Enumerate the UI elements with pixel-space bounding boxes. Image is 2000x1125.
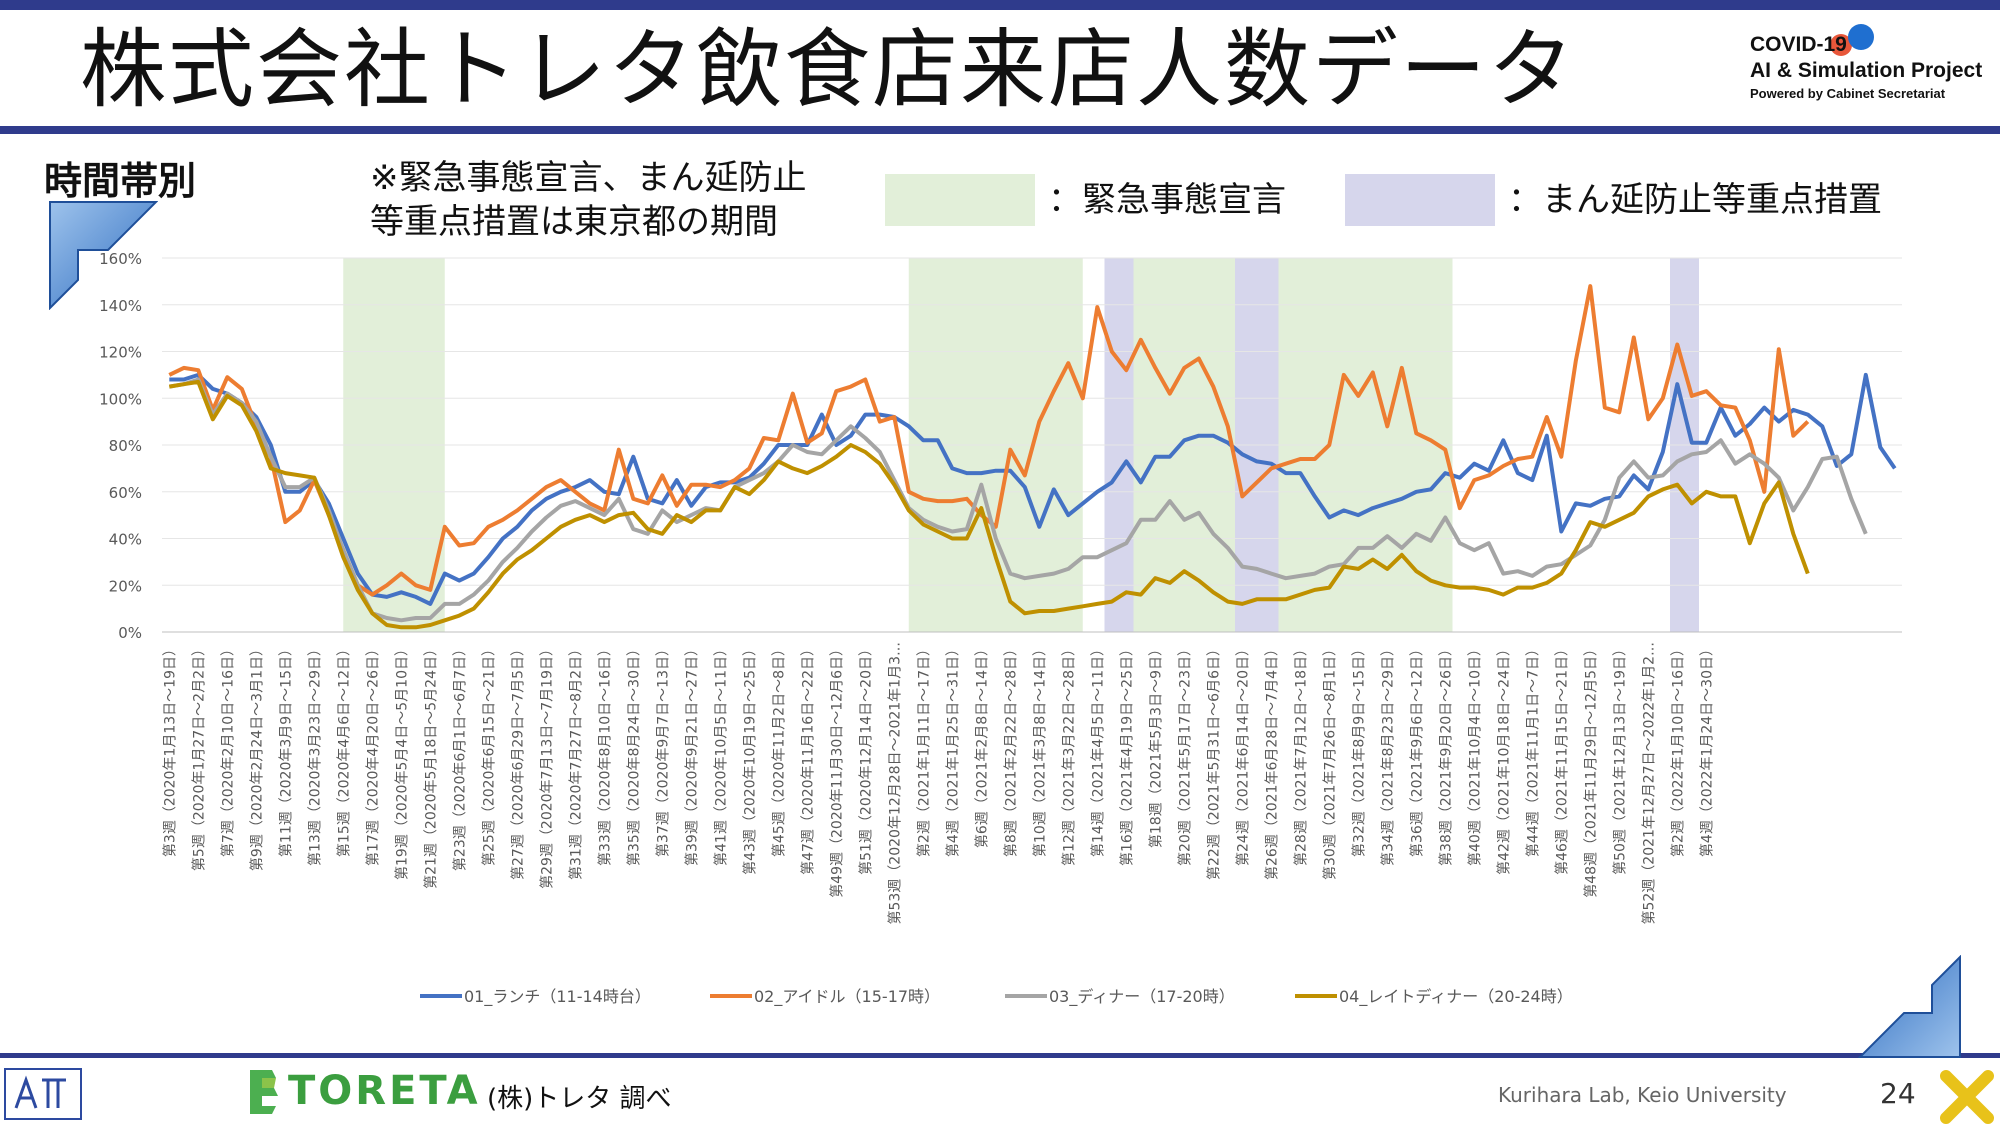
emergency-swatch — [885, 174, 1035, 226]
x-tick-label: 第18週（2021年5月3日～9日） — [1147, 642, 1164, 848]
page-number: 24 — [1880, 1077, 1916, 1110]
x-tick-label: 第52週（2021年12月27日～2022年1月2… — [1640, 642, 1657, 925]
x-tick-label: 第39週（2020年9月21日～27日） — [683, 642, 700, 866]
period-note: ※緊急事態宣言、まん延防止 等重点措置は東京都の期間 — [370, 156, 807, 244]
brand-red-dot — [1830, 34, 1852, 56]
y-tick-label: 140% — [99, 297, 142, 315]
x-tick-label: 第31週（2020年7月27日～8月2日） — [567, 642, 584, 880]
x-tick-label: 第37週（2020年9月7日～13日） — [654, 642, 671, 857]
y-tick-label: 80% — [109, 437, 142, 455]
page-title: 株式会社トレタ飲食店来店人数データ — [80, 20, 1576, 120]
x-tick-label: 第45週（2020年11月2日～8日） — [770, 642, 787, 857]
x-tick-label: 第43週（2020年10月19日～25日） — [741, 642, 758, 875]
note-line1: ※緊急事態宣言、まん延防止 — [370, 158, 807, 198]
x-tick-label: 第26週（2021年6月28日～7月4日） — [1263, 642, 1280, 880]
brand-line2: AI & Simulation Project — [1750, 59, 1983, 82]
manen-swatch — [1345, 174, 1495, 226]
emergency-legend-label: ：緊急事態宣言 — [1048, 180, 1286, 220]
x-tick-label: 第6週（2021年2月8日～14日） — [973, 642, 990, 848]
note-line2: 等重点措置は東京都の期間 — [370, 202, 778, 242]
x-tick-label: 第12週（2021年3月22日～28日） — [1060, 642, 1077, 866]
x-tick-label: 第2週（2021年1月11日～17日） — [915, 642, 932, 857]
x-tick-label: 第42週（2021年10月18日～24日） — [1495, 642, 1512, 875]
corner-arrow-bottom-icon — [1858, 955, 1961, 1058]
x-tick-label: 第9週（2020年2月24日～3月1日） — [248, 642, 265, 871]
section-heading: 時間帯別 — [44, 159, 197, 203]
x-tick-label: 第8週（2021年2月22日～28日） — [1002, 642, 1019, 857]
y-tick-label: 40% — [109, 531, 142, 549]
x-tick-label: 第20週（2021年5月17日～23日） — [1176, 642, 1193, 866]
brand-line1: COVID-19 — [1750, 33, 1847, 56]
toreta-logo-text: TORETA — [288, 1068, 481, 1114]
x-tick-label: 第15週（2020年4月6日～12日） — [335, 642, 352, 857]
x-tick-label: 第34週（2021年8月23日～29日） — [1379, 642, 1396, 866]
cabinet-logo-icon — [1940, 1070, 1994, 1124]
keio-lab-logo-icon — [4, 1068, 82, 1120]
series-line-lunch — [169, 372, 1897, 606]
x-tick-label: 第46週（2021年11月15日～21日） — [1553, 642, 1570, 875]
source-note: (株)トレタ 調べ — [487, 1084, 672, 1114]
top-accent-bar — [0, 0, 2000, 10]
x-tick-label: 第7週（2020年2月10日～16日） — [219, 642, 236, 857]
x-tick-label: 第44週（2021年11月1日～7日） — [1524, 642, 1541, 857]
x-tick-label: 第23週（2020年6月1日～6月7日） — [451, 642, 468, 871]
legend-label-dinner: 03_ディナー（17-20時） — [1049, 987, 1235, 1007]
legend-label-idle: 02_アイドル（15-17時） — [754, 987, 940, 1007]
x-tick-label: 第33週（2020年8月10日～16日） — [596, 642, 613, 866]
y-tick-label: 20% — [109, 577, 142, 595]
x-tick-label: 第28週（2021年7月12日～18日） — [1292, 642, 1309, 866]
project-brand: COVID-19 AI & Simulation Project Powered… — [1750, 32, 1982, 104]
x-tick-label: 第29週（2020年7月13日～7月19日） — [538, 642, 555, 889]
series-line-dinner — [168, 377, 1868, 623]
x-tick-label: 第24週（2021年6月14日～20日） — [1234, 642, 1251, 866]
series-line-late — [168, 379, 1810, 630]
y-tick-label: 120% — [99, 344, 142, 362]
x-tick-label: 第50週（2021年12月13日～19日） — [1611, 642, 1628, 875]
brand-line3: Powered by Cabinet Secretariat — [1750, 86, 1946, 101]
x-tick-label: 第47週（2020年11月16日～22日） — [799, 642, 816, 875]
corner-arrow-icon — [49, 201, 158, 310]
x-tick-label: 第3週（2020年1月13日～19日） — [161, 642, 178, 857]
lab-credit: Kurihara Lab, Keio University — [1498, 1083, 1787, 1107]
x-tick-label: 第41週（2020年10月5日～11日） — [712, 642, 729, 866]
x-tick-label: 第4週（2021年1月25日～31日） — [944, 642, 961, 857]
x-tick-label: 第5週（2020年1月27日～2月2日） — [190, 642, 207, 871]
y-tick-label: 100% — [99, 390, 142, 408]
y-tick-label: 60% — [109, 484, 142, 502]
x-tick-label: 第25週（2020年6月15日～21日） — [480, 642, 497, 866]
x-tick-label: 第49週（2020年11月30日～12月6日） — [828, 642, 845, 898]
x-tick-label: 第17週（2020年4月20日～26日） — [364, 642, 381, 866]
x-tick-label: 第53週（2020年12月28日～2021年1月3… — [886, 642, 903, 925]
series-line-idle — [168, 284, 1810, 597]
x-tick-label: 第21週（2020年5月18日～5月24日） — [422, 642, 439, 889]
x-tick-label: 第19週（2020年5月4日～5月10日） — [393, 642, 410, 880]
title-rule — [0, 126, 2000, 134]
legend-label-late: 04_レイトディナー（20-24時） — [1339, 987, 1573, 1007]
toreta-logo-icon — [250, 1070, 278, 1114]
manen-legend-label: ：まん延防止等重点措置 — [1508, 180, 1882, 220]
x-tick-label: 第14週（2021年4月5日～11日） — [1089, 642, 1106, 857]
x-tick-label: 第4週（2022年1月24日～30日） — [1698, 642, 1715, 857]
x-tick-label: 第10週（2021年3月8日～14日） — [1031, 642, 1048, 857]
x-tick-label: 第27週（2020年6月29日～7月5日） — [509, 642, 526, 880]
x-tick-label: 第48週（2021年11月29日～12月5日） — [1582, 642, 1599, 898]
x-tick-label: 第32週（2021年8月9日～15日） — [1350, 642, 1367, 857]
line-chart: 0% 20% 40% 60% 80% 100% 120% 140% 160% 第3週（2020年1… — [99, 250, 1902, 1007]
x-tick-label: 第13週（2020年3月23日～29日） — [306, 642, 323, 866]
x-tick-label: 第35週（2020年8月24日～30日） — [625, 642, 642, 866]
y-tick-label: 160% — [99, 250, 142, 268]
x-tick-label: 第40週（2021年10月4日～10日） — [1466, 642, 1483, 866]
footer-rule — [0, 1053, 2000, 1058]
brand-blue-dot — [1848, 24, 1874, 50]
x-tick-label: 第11週（2020年3月9日～15日） — [277, 642, 294, 857]
y-tick-label: 0% — [118, 624, 142, 642]
x-tick-label: 第51週（2020年12月14日～20日） — [857, 642, 874, 875]
x-tick-label: 第2週（2022年1月10日～16日） — [1669, 642, 1686, 857]
x-tick-label: 第30週（2021年7月26日～8月1日） — [1321, 642, 1338, 880]
x-tick-label: 第38週（2021年9月20日～26日） — [1437, 642, 1454, 866]
legend-label-lunch: 01_ランチ（11-14時台） — [464, 987, 651, 1007]
x-tick-label: 第36週（2021年9月6日～12日） — [1408, 642, 1425, 857]
x-tick-label: 第22週（2021年5月31日～6月6日） — [1205, 642, 1222, 880]
x-tick-label: 第16週（2021年4月19日～25日） — [1118, 642, 1135, 866]
